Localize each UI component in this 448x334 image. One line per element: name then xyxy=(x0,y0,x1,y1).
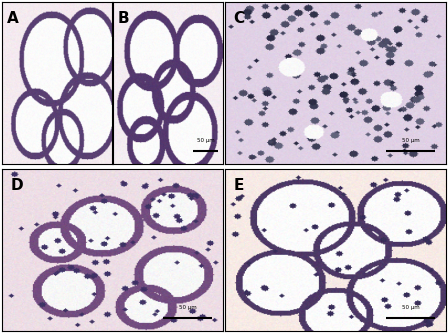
Text: 50 μm: 50 μm xyxy=(401,138,419,143)
Text: D: D xyxy=(11,178,24,193)
Text: 50 μm: 50 μm xyxy=(401,305,419,310)
Text: B: B xyxy=(118,11,129,26)
Text: 50 μm: 50 μm xyxy=(179,305,197,310)
Text: 50 μm: 50 μm xyxy=(197,138,215,143)
Text: A: A xyxy=(7,11,18,26)
Text: E: E xyxy=(234,178,244,193)
Text: C: C xyxy=(234,11,245,26)
